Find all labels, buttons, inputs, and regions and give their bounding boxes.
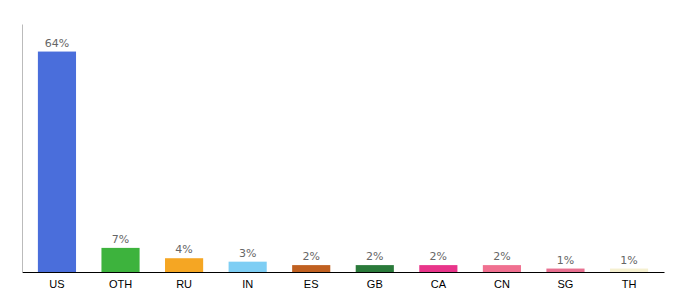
data-labels: 64% 7% 4% 3% 2% 2% 2% 2% 1% 1% <box>45 37 638 267</box>
data-label: 7% <box>112 233 129 246</box>
x-tick: IN <box>242 278 253 290</box>
x-tick: GB <box>367 278 383 290</box>
x-tick-label: ES <box>304 278 319 290</box>
bar <box>229 262 267 272</box>
x-tick-label: SG <box>558 278 574 290</box>
bar <box>38 52 76 272</box>
data-label: 3% <box>239 247 256 260</box>
x-tick-label: TH <box>622 278 637 290</box>
x-tick-label: IN <box>242 278 253 290</box>
bar <box>356 265 394 272</box>
x-tick-label: GB <box>367 278 383 290</box>
x-tick-label: CA <box>431 278 447 290</box>
data-label: 2% <box>430 250 447 263</box>
x-tick-label: CN <box>494 278 510 290</box>
y-axis-line <box>22 25 23 273</box>
data-label: 4% <box>175 243 192 256</box>
bars <box>38 52 648 272</box>
data-label: 2% <box>366 250 383 263</box>
data-label: 2% <box>493 250 510 263</box>
data-label: 2% <box>302 250 319 263</box>
x-tick: SG <box>558 278 574 290</box>
bar <box>165 258 203 272</box>
x-tick: US <box>49 278 64 290</box>
bar <box>419 265 457 272</box>
x-tick-label: RU <box>176 278 192 290</box>
data-label: 1% <box>557 254 574 267</box>
chart: 64% 7% 4% 3% 2% 2% 2% 2% 1% 1% US OTH RU IN ES GB CA CN SG… <box>0 0 680 300</box>
y-axis <box>22 25 23 273</box>
data-label: 64% <box>45 37 69 50</box>
x-tick: RU <box>176 278 192 290</box>
x-tick: TH <box>622 278 637 290</box>
plot: 64% 7% 4% 3% 2% 2% 2% 2% 1% 1% US OTH RU IN ES GB CA CN SG… <box>23 25 665 290</box>
x-axis: US OTH RU IN ES GB CA CN SG TH <box>23 273 665 290</box>
x-tick: ES <box>304 278 319 290</box>
bar <box>610 269 648 272</box>
x-axis-line <box>23 272 665 273</box>
x-tick: CA <box>431 278 447 290</box>
bar <box>101 248 139 272</box>
x-tick: OTH <box>109 278 132 290</box>
x-tick-label: US <box>49 278 64 290</box>
x-tick-label: OTH <box>109 278 132 290</box>
bar <box>546 269 584 272</box>
bar <box>483 265 521 272</box>
data-label: 1% <box>620 254 637 267</box>
x-tick: CN <box>494 278 510 290</box>
bar <box>292 265 330 272</box>
